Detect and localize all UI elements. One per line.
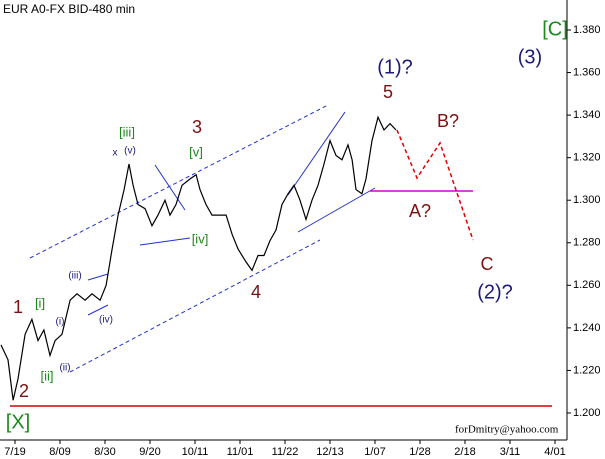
x-tick-label: 12/13 xyxy=(316,446,344,458)
chart-title: EUR A0-FX BID-480 min xyxy=(3,2,135,16)
trend-line xyxy=(297,187,376,233)
trend-line xyxy=(87,273,109,281)
wave-label: 3 xyxy=(192,117,202,137)
x-tick-label: 8/30 xyxy=(94,446,115,458)
x-tick-label: 11/22 xyxy=(272,446,299,458)
y-tick-label: 1.360 xyxy=(573,66,601,78)
x-tick-label: 7/19 xyxy=(4,446,25,458)
x-tick-label: 4/01 xyxy=(544,446,565,458)
wave-label: [i] xyxy=(35,295,45,310)
wave-label: (v) xyxy=(124,146,136,157)
wave-label: x xyxy=(113,148,118,159)
x-tick-label: 1/28 xyxy=(409,446,430,458)
x-tick-label: 1/07 xyxy=(364,446,385,458)
y-tick-label: 1.200 xyxy=(573,407,601,419)
wave-label: [X] xyxy=(6,411,30,433)
trend-lines xyxy=(87,111,376,316)
y-tick-label: 1.320 xyxy=(573,152,601,164)
price-line xyxy=(0,115,397,401)
channel-lines xyxy=(29,104,329,373)
wave-label: 4 xyxy=(251,282,261,302)
y-tick-label: 1.220 xyxy=(573,364,601,376)
wave-label: C xyxy=(481,254,494,274)
wave-label: (2)? xyxy=(477,281,513,303)
y-tick-label: 1.340 xyxy=(573,109,601,121)
forecast-path xyxy=(396,129,474,241)
wave-label: [iii] xyxy=(119,124,135,139)
wave-label: 5 xyxy=(383,82,393,102)
trend-line xyxy=(287,111,346,196)
wave-label: (1)? xyxy=(377,56,413,78)
wave-label: (i) xyxy=(56,317,65,328)
x-tick-label: 11/01 xyxy=(227,446,254,458)
y-tick-label: 1.240 xyxy=(573,322,601,334)
wave-label: A? xyxy=(409,201,431,221)
trend-line xyxy=(139,237,191,246)
trend-line xyxy=(154,164,186,211)
wave-label: [v] xyxy=(189,144,203,159)
wave-label: 1 xyxy=(13,297,23,317)
wave-label: (iv) xyxy=(99,315,113,326)
trend-line xyxy=(87,304,109,316)
wave-label: [iv] xyxy=(192,231,209,246)
x-tick-label: 8/09 xyxy=(49,446,70,458)
wave-label: (ii) xyxy=(59,363,70,374)
x-tick-label: 10/11 xyxy=(182,446,209,458)
wave-label: 2 xyxy=(19,381,29,401)
wave-label: [ii] xyxy=(41,368,54,383)
x-tick-label: 9/20 xyxy=(139,446,160,458)
wave-label: (3) xyxy=(518,46,542,68)
wave-label: [C] xyxy=(542,18,568,40)
y-tick-label: 1.280 xyxy=(573,237,601,249)
x-tick-label: 2/18 xyxy=(454,446,475,458)
channel-lower xyxy=(69,239,321,373)
y-tick-label: 1.260 xyxy=(573,279,601,291)
footer: forDmitry@yahoo.com xyxy=(455,424,559,436)
y-tick-label: 1.380 xyxy=(573,24,601,36)
y-tick-label: 1.300 xyxy=(573,194,601,206)
wave-label: (iii) xyxy=(68,271,81,282)
wave-label: B? xyxy=(437,111,459,131)
x-tick-label: 3/11 xyxy=(500,446,521,458)
